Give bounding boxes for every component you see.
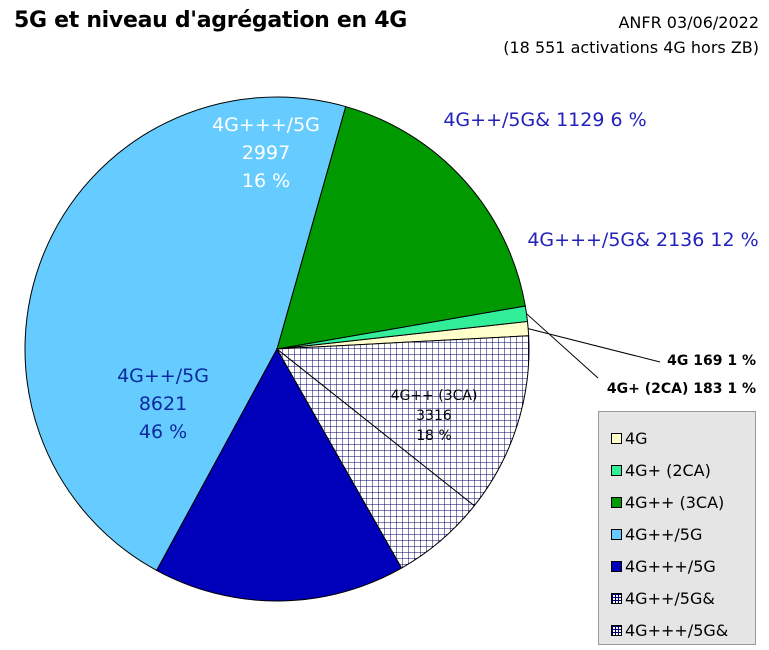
chart-title: 5G et niveau d'agrégation en 4G <box>14 8 407 33</box>
legend-item-4g-5g: 4G+++/5G& <box>599 614 755 646</box>
source-line-1: ANFR 03/06/2022 <box>618 13 759 32</box>
slice-label-4g-2ca: 4G+ (2CA) 183 1 % <box>607 381 756 397</box>
legend-label: 4G++/5G& <box>625 588 715 608</box>
legend-item-4g-5g: 4G+++/5G <box>599 550 755 582</box>
pie-slices <box>24 96 530 602</box>
slice-label-4g-5g: 4G++/5G 8621 46 % <box>117 365 209 443</box>
legend-label: 4G++/5G <box>625 524 703 544</box>
legend-swatch <box>611 432 622 444</box>
legend-label: 4G+++/5G <box>625 556 716 576</box>
pie-slice-4g-5g <box>24 96 347 572</box>
slice-label-4g: 4G 169 1 % <box>667 353 756 369</box>
legend-label: 4G+++/5G& <box>625 620 729 640</box>
leader-lines <box>526 313 661 379</box>
legend-swatch <box>611 592 622 604</box>
legend-swatch <box>611 464 622 476</box>
pie-slice-4g-3ca <box>276 105 526 350</box>
legend-item-4g: 4G <box>599 422 755 454</box>
legend-swatch <box>611 560 622 572</box>
chart-source: ANFR 03/06/2022 (18 551 activations 4G h… <box>503 10 759 60</box>
legend-swatch <box>611 496 622 508</box>
legend-item-4g-5g: 4G++/5G <box>599 518 755 550</box>
source-line-2: (18 551 activations 4G hors ZB) <box>503 38 759 57</box>
legend-swatch <box>611 528 622 540</box>
legend-item-4g-5g: 4G++/5G& <box>599 582 755 614</box>
leader-line-4g-2ca <box>526 313 599 379</box>
slice-label-4g-3ca: 4G++ (3CA) 3316 18 % <box>391 388 478 444</box>
legend-label: 4G+ (2CA) <box>625 460 711 480</box>
pie-slice-4g-5g <box>275 335 530 507</box>
legend-item-4g-3ca: 4G++ (3CA) <box>599 486 755 518</box>
legend: 4G 4G+ (2CA) 4G++ (3CA) 4G++/5G 4G+++/5G 4G++… <box>598 411 756 645</box>
leader-line-4g <box>528 328 661 363</box>
pie-slice-4g-5g <box>155 347 403 602</box>
slice-label-4g-5g: 4G+++/5G& 2136 12 % <box>527 229 758 251</box>
legend-label: 4G <box>625 428 648 448</box>
legend-item-4g-2ca: 4G+ (2CA) <box>599 454 755 486</box>
legend-label: 4G++ (3CA) <box>625 492 725 512</box>
slice-label-4g-5g: 4G++/5G& 1129 6 % <box>443 109 646 131</box>
slice-labels: 4G 169 1 % 4G+ (2CA) 183 1 % 4G++ (3CA) 331… <box>117 109 759 444</box>
slice-label-4g-5g: 4G+++/5G 2997 16 % <box>212 114 320 192</box>
legend-swatch <box>611 624 622 636</box>
